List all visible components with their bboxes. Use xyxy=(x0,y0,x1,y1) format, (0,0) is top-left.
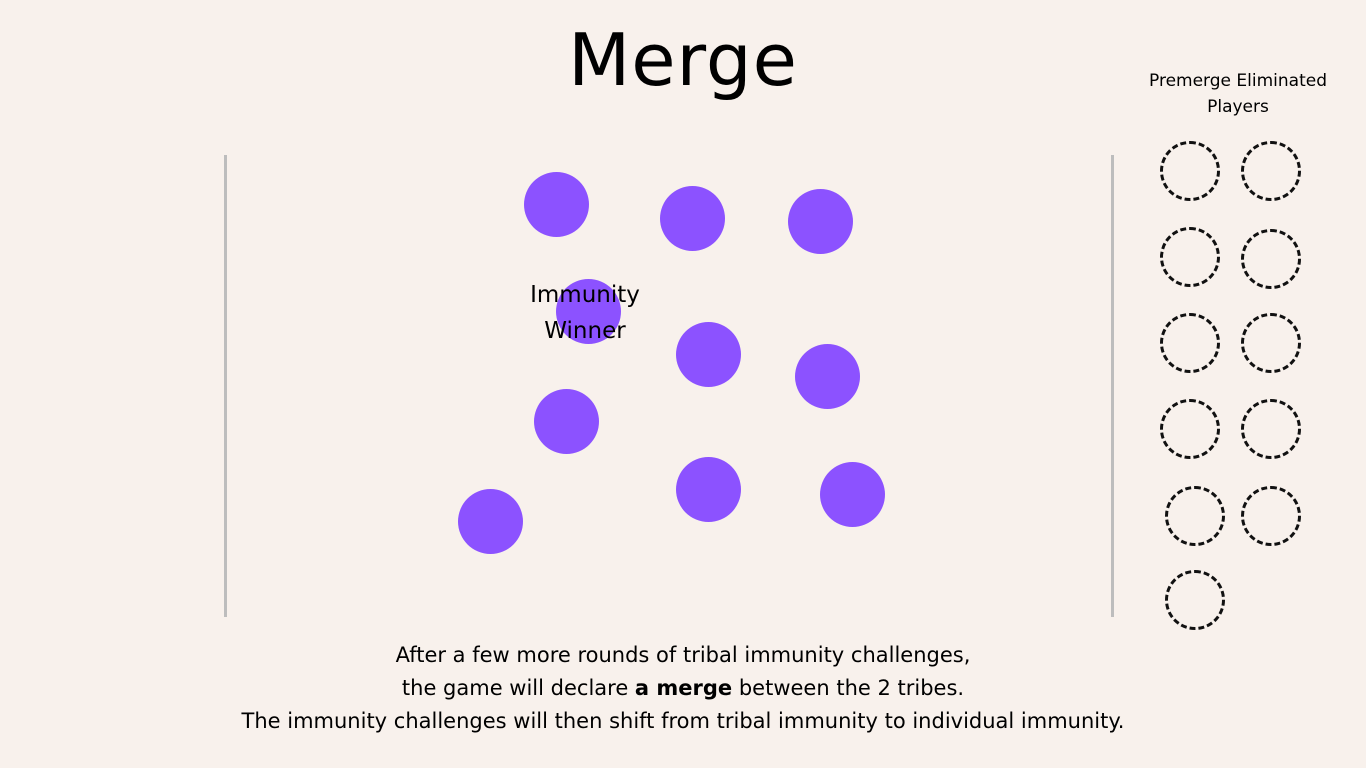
player-token xyxy=(820,462,885,527)
eliminated-players-title-line1: Premerge Eliminated xyxy=(1149,71,1327,91)
player-token xyxy=(458,489,523,554)
eliminated-slot xyxy=(1160,399,1220,459)
player-token xyxy=(676,457,741,522)
eliminated-slot xyxy=(1241,313,1301,373)
eliminated-slot xyxy=(1241,141,1301,201)
caption-line2-start: the game will declare xyxy=(401,676,635,700)
eliminated-slot xyxy=(1241,486,1301,546)
eliminated-slot xyxy=(1160,227,1220,287)
player-token xyxy=(534,389,599,454)
eliminated-slot xyxy=(1165,570,1225,630)
eliminated-slot xyxy=(1160,313,1220,373)
eliminated-slot xyxy=(1241,399,1301,459)
player-token xyxy=(676,322,741,387)
player-token xyxy=(660,186,725,251)
immunity-winner-label: Immunity Winner xyxy=(505,277,665,349)
eliminated-slot xyxy=(1165,486,1225,546)
player-token xyxy=(524,172,589,237)
caption-line3: The immunity challenges will then shift … xyxy=(241,709,1125,733)
player-token xyxy=(788,189,853,254)
page-title: Merge xyxy=(568,18,798,102)
left-divider xyxy=(224,155,227,617)
immunity-winner-label-line2: Winner xyxy=(544,318,626,344)
immunity-winner-label-line1: Immunity xyxy=(530,282,640,308)
eliminated-players-title-line2: Players xyxy=(1207,97,1269,117)
eliminated-slot xyxy=(1160,141,1220,201)
caption-line2: the game will declare a merge between th… xyxy=(0,672,1366,705)
player-token xyxy=(795,344,860,409)
eliminated-slot xyxy=(1241,229,1301,289)
right-divider xyxy=(1111,155,1114,617)
caption: After a few more rounds of tribal immuni… xyxy=(0,639,1366,738)
caption-line2-end: between the 2 tribes. xyxy=(732,676,965,700)
eliminated-players-title: Premerge Eliminated Players xyxy=(1128,68,1348,120)
caption-line1: After a few more rounds of tribal immuni… xyxy=(395,643,971,667)
player-token-immunity-winner xyxy=(556,279,621,344)
caption-merge-emphasis: a merge xyxy=(634,676,733,700)
